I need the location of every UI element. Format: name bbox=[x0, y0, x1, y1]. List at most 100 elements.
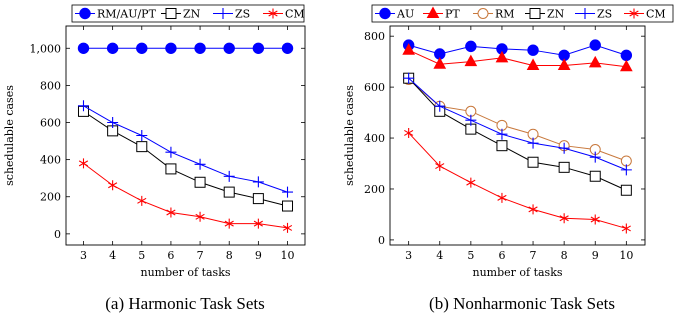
y-tick-label: 1,000 bbox=[30, 42, 62, 55]
data-point bbox=[620, 49, 633, 61]
legend-entry: CM bbox=[624, 8, 666, 21]
legend-marker bbox=[426, 6, 440, 18]
data-point bbox=[224, 218, 234, 229]
x-tick-label: 3 bbox=[80, 249, 87, 262]
legend-marker bbox=[165, 8, 177, 19]
caption-nonharmonic: (b) Nonharmonic Task Sets bbox=[429, 294, 615, 313]
data-point bbox=[557, 58, 571, 70]
data-point bbox=[404, 127, 414, 138]
x-tick-label: 5 bbox=[138, 249, 145, 262]
data-point bbox=[434, 100, 446, 112]
series-rm bbox=[403, 73, 632, 167]
data-point bbox=[620, 164, 632, 176]
data-point bbox=[108, 180, 118, 191]
data-point bbox=[402, 43, 416, 55]
legend-entry: AU bbox=[375, 8, 414, 21]
y-axis-label: schedulable cases bbox=[3, 85, 16, 186]
data-point bbox=[526, 58, 540, 70]
data-point bbox=[77, 100, 89, 112]
series-zn bbox=[77, 105, 294, 212]
x-tick-label: 10 bbox=[281, 249, 295, 262]
data-point bbox=[106, 42, 119, 54]
data-point bbox=[137, 195, 147, 206]
y-tick-label: 200 bbox=[364, 183, 385, 196]
data-point bbox=[527, 137, 539, 149]
data-point bbox=[195, 211, 205, 222]
data-point bbox=[165, 42, 177, 54]
series-line bbox=[83, 162, 288, 229]
series-pt bbox=[402, 43, 633, 72]
data-point bbox=[77, 42, 90, 54]
legend-label: CM bbox=[285, 8, 305, 21]
y-tick-label: 600 bbox=[40, 117, 61, 130]
series-line bbox=[408, 49, 627, 68]
data-point bbox=[588, 55, 602, 68]
data-point bbox=[620, 184, 632, 196]
legend-frame bbox=[371, 4, 674, 23]
series-zn bbox=[403, 72, 632, 196]
legend-entry: ZS bbox=[575, 8, 612, 21]
data-point bbox=[465, 40, 477, 53]
series-line bbox=[408, 77, 627, 171]
data-point bbox=[252, 42, 265, 54]
legend-label: CM bbox=[646, 8, 666, 21]
data-point bbox=[223, 186, 235, 198]
data-point bbox=[166, 207, 176, 218]
legend-marker bbox=[579, 8, 591, 19]
x-tick-label: 9 bbox=[255, 249, 262, 262]
x-axis-label: number of tasks bbox=[140, 266, 230, 279]
series-cm bbox=[78, 158, 293, 233]
x-tick-label: 7 bbox=[530, 249, 537, 262]
legend-marker bbox=[529, 8, 541, 19]
legend-label: PT bbox=[445, 8, 460, 21]
chart-nonharmonic: 3 4 5 6 7 8 9 10 0 200 400 600 800 number of tasks sch… bbox=[343, 4, 674, 279]
data-point bbox=[136, 141, 148, 153]
series-cm bbox=[404, 127, 631, 234]
y-tick-label: 400 bbox=[40, 154, 61, 167]
y-tick-label: 400 bbox=[364, 132, 385, 145]
x-tick-label: 10 bbox=[619, 249, 633, 262]
x-tick-label: 6 bbox=[167, 249, 174, 262]
data-point bbox=[78, 158, 89, 169]
legend-entry: ZN bbox=[525, 8, 565, 21]
caption-harmonic: (a) Harmonic Task Sets bbox=[105, 294, 264, 313]
series-rm-au-pt bbox=[77, 42, 294, 54]
data-point bbox=[466, 177, 476, 188]
data-point bbox=[165, 163, 177, 175]
legend: AU PT RM ZN ZS CM bbox=[371, 4, 674, 23]
legend-label: ZS bbox=[597, 8, 612, 21]
legend-entry: PT bbox=[423, 6, 460, 21]
data-point bbox=[528, 204, 538, 215]
legend-entry: CM bbox=[263, 8, 305, 21]
x-tick-label: 3 bbox=[405, 249, 412, 262]
legend-marker bbox=[79, 7, 91, 20]
legend-label: RM bbox=[495, 8, 515, 21]
plot-frame bbox=[389, 25, 646, 246]
y-tick-label: 800 bbox=[40, 79, 61, 92]
data-point bbox=[589, 151, 601, 163]
series-line bbox=[408, 132, 627, 229]
series-au bbox=[402, 39, 633, 61]
x-tick-label: 4 bbox=[436, 249, 443, 262]
x-tick-label: 9 bbox=[592, 249, 599, 262]
data-point bbox=[282, 186, 294, 198]
data-point bbox=[435, 161, 445, 172]
data-point bbox=[497, 192, 507, 203]
data-point bbox=[136, 130, 148, 141]
legend-label: ZN bbox=[183, 8, 201, 21]
data-point bbox=[559, 213, 569, 224]
data-point bbox=[619, 59, 633, 72]
legend-marker bbox=[629, 8, 639, 19]
legend-entry: ZN bbox=[161, 8, 201, 21]
series-zs bbox=[403, 72, 632, 176]
x-tick-label: 7 bbox=[197, 249, 204, 262]
legend: RM/AU/PT ZN ZS CM bbox=[71, 4, 305, 23]
x-tick-label: 8 bbox=[561, 249, 568, 262]
data-point bbox=[194, 42, 206, 54]
data-point bbox=[194, 176, 206, 188]
data-point bbox=[496, 128, 508, 140]
data-point bbox=[223, 170, 235, 182]
legend-marker bbox=[268, 8, 278, 19]
data-point bbox=[558, 142, 570, 154]
